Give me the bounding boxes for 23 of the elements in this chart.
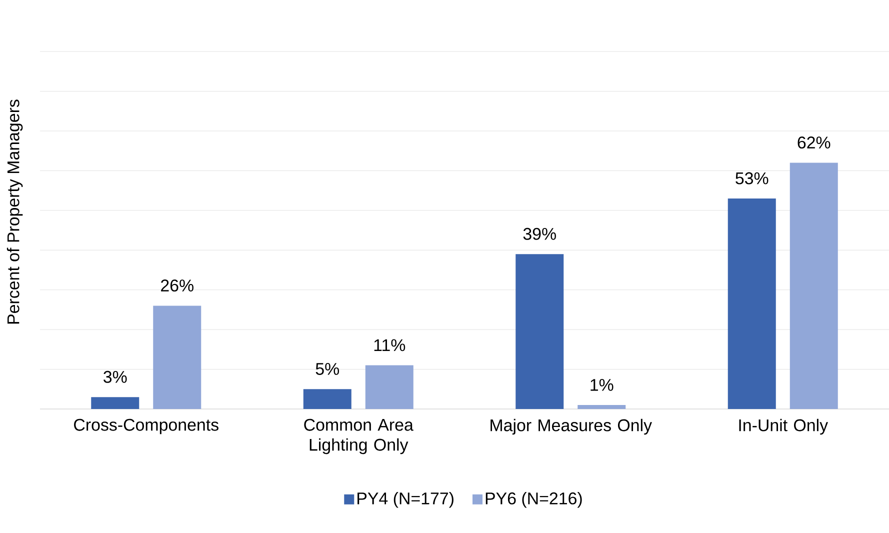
bar (303, 389, 352, 409)
bar (365, 365, 414, 409)
data-label: 3% (104, 370, 127, 383)
data-label: 1% (590, 378, 614, 391)
data-label: 26% (161, 280, 194, 292)
legend-label: PY6 (N=216) (486, 492, 582, 508)
x-tick-label: Common Area Lighting Only (304, 418, 414, 454)
data-label: 11% (374, 339, 406, 352)
bar (578, 405, 626, 409)
bar (728, 198, 776, 409)
legend-label: PY4 (N=177) (358, 492, 454, 508)
data-label: 39% (523, 228, 556, 240)
data-label: 5% (316, 363, 340, 375)
bar (516, 254, 564, 409)
x-tick-label: Major Measures Only (490, 418, 652, 435)
data-label: 62% (798, 136, 830, 149)
y-axis-title: Percent of Property Managers (6, 100, 23, 324)
x-tick-label: In-Unit Only (739, 418, 828, 435)
data-label: 53% (736, 172, 768, 184)
x-tick-label: Cross-Components (74, 418, 218, 434)
bar (790, 162, 838, 409)
bar (153, 306, 202, 409)
bar (91, 397, 140, 409)
